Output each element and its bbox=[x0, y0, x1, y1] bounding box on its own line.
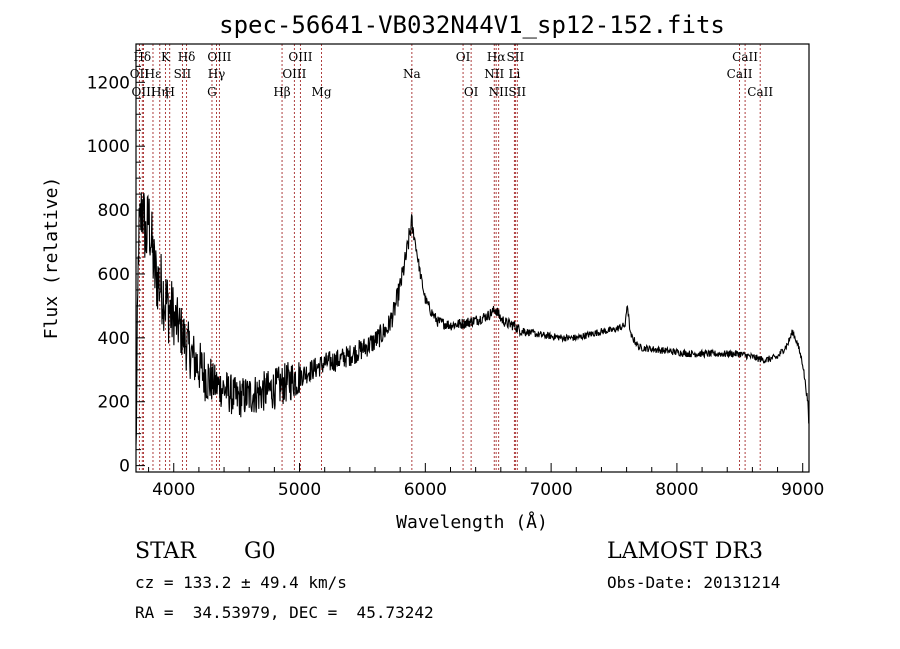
spectral-line-label: Hη bbox=[151, 85, 169, 99]
spectral-line-label: OIII bbox=[282, 67, 306, 81]
x-tick-label: 8000 bbox=[655, 480, 698, 500]
spectral-line-label: CaII bbox=[747, 85, 773, 99]
spectral-line-label: NII bbox=[484, 67, 504, 81]
object-class: STAR bbox=[135, 539, 196, 564]
spectral-line-label: G bbox=[207, 85, 217, 99]
spectral-line-label: SII bbox=[174, 67, 192, 81]
spectral-line-label: Hδ bbox=[133, 50, 151, 64]
x-tick-label: 9000 bbox=[781, 480, 824, 500]
spectrum-line bbox=[135, 192, 810, 445]
ra-dec-coordinates: RA = 34.53979, DEC = 45.73242 bbox=[135, 603, 434, 622]
spectral-line-label: OI bbox=[464, 85, 479, 99]
y-tick-label: 400 bbox=[98, 329, 130, 349]
x-tick-label: 6000 bbox=[404, 480, 447, 500]
spectral-line-label: OIII bbox=[207, 50, 231, 64]
spectral-line-label: SII bbox=[508, 85, 526, 99]
spectral-line-label: Hε bbox=[145, 67, 162, 81]
y-axis-ticks: 0 200 400 600 800 1000 1200 bbox=[87, 49, 145, 477]
spectral-line-label: OI bbox=[456, 50, 471, 64]
x-tick-label: 5000 bbox=[278, 480, 321, 500]
x-tick-label: 4000 bbox=[152, 480, 195, 500]
spectral-line-label: Hδ bbox=[178, 50, 196, 64]
spectral-line-label: Hγ bbox=[208, 67, 226, 81]
spectral-line-label: Hβ bbox=[273, 85, 290, 99]
x-axis-ticks: 4000 5000 6000 7000 8000 9000 bbox=[148, 463, 824, 500]
spectral-line-label: NII bbox=[489, 85, 509, 99]
spectral-line-label: K bbox=[161, 50, 171, 64]
y-tick-label: 1200 bbox=[87, 73, 130, 93]
x-axis-label: Wavelength (Å) bbox=[396, 511, 548, 533]
y-tick-label: 1000 bbox=[87, 137, 130, 157]
spectral-line-label: Hα bbox=[487, 50, 506, 64]
y-axis-label: Flux (relative) bbox=[41, 177, 62, 340]
y-tick-label: 600 bbox=[98, 265, 130, 285]
chart-title: spec-56641-VB032N44V1_sp12-152.fits bbox=[219, 11, 725, 39]
spectral-line-label: OIII bbox=[288, 50, 312, 64]
redshift-cz: cz = 133.2 ± 49.4 km/s bbox=[135, 573, 347, 592]
spectral-line-label: H bbox=[164, 85, 174, 99]
observation-date: Obs-Date: 20131214 bbox=[607, 573, 781, 592]
y-tick-label: 200 bbox=[98, 393, 130, 413]
spectral-line-label: OII bbox=[130, 67, 150, 81]
spectral-line-label: Mg bbox=[312, 85, 332, 99]
object-subclass: G0 bbox=[244, 539, 276, 564]
spectral-line-label: Li bbox=[508, 67, 520, 81]
spectral-line-label: CaII bbox=[727, 67, 753, 81]
survey-label: LAMOST DR3 bbox=[607, 539, 763, 564]
y-tick-label: 0 bbox=[119, 457, 130, 477]
x-tick-label: 7000 bbox=[529, 480, 572, 500]
y-tick-label: 800 bbox=[98, 201, 130, 221]
spectral-line-label: Na bbox=[403, 67, 421, 81]
spectral-line-label: OIII bbox=[132, 85, 156, 99]
spectral-line-label: SII bbox=[507, 50, 525, 64]
spectral-line-label: CaII bbox=[732, 50, 758, 64]
plot-frame bbox=[135, 43, 810, 473]
